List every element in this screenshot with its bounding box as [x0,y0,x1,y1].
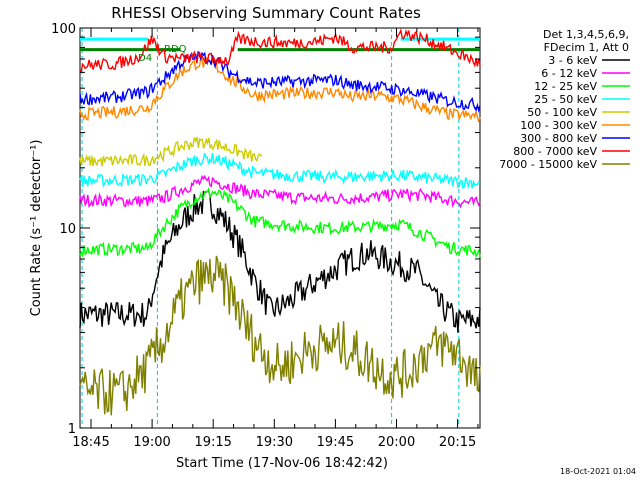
legend-label-4: 50 - 100 keV [527,106,597,119]
legend-label-6: 300 - 800 keV [520,132,597,145]
legend-header-line-2: FDecim 1, Att 0 [544,41,629,54]
x-tick-label-0: 18:45 [72,435,109,450]
annotation-rdq: RDQ [164,44,187,55]
x-tick-label-5: 20:00 [378,435,415,450]
x-axis-label: Start Time (17-Nov-06 18:42:42) [176,456,388,471]
series-line-5 [79,56,481,123]
x-tick-label-3: 19:30 [256,435,293,450]
series-line-6 [79,51,481,113]
y-tick-label-2: 100 [51,22,76,37]
series-line-4 [79,136,263,167]
series-line-3 [79,152,481,190]
series-line-2 [79,186,481,259]
series-line-8 [79,255,481,416]
annotation-d4: D4 [138,53,152,64]
y-tick-label-0: 1 [68,422,76,437]
y-tick-label-1: 10 [59,222,76,237]
chart-title: RHESSI Observing Summary Count Rates [111,4,421,22]
series-lines [79,28,481,416]
series-line-7 [79,28,481,73]
x-tick-label-6: 20:15 [439,435,476,450]
footer-timestamp: 18-Oct-2021 01:04 [560,467,636,476]
legend-label-8: 7000 - 15000 keV [499,158,597,171]
x-tick-label-4: 19:45 [317,435,354,450]
x-tick-label-2: 19:15 [194,435,231,450]
legend-label-1: 6 - 12 keV [541,67,597,80]
legend-label-2: 12 - 25 keV [534,80,597,93]
x-tick-label-1: 19:00 [133,435,170,450]
series-line-1 [79,174,481,209]
legend-header-line-1: Det 1,3,4,5,6,9, [543,28,629,41]
legend-label-3: 25 - 50 keV [534,93,597,106]
y-axis-label: Count Rate (s⁻¹ detector⁻¹) [29,140,44,317]
legend-label-0: 3 - 6 keV [548,54,597,67]
legend-label-7: 800 - 7000 keV [513,145,597,158]
axes: 18:45 19:00 19:15 19:30 19:45 20:00 20:15 1 10 10… [51,22,480,450]
legend: Det 1,3,4,5,6,9, FDecim 1, Att 0 3 - 6 k… [499,28,630,171]
legend-label-5: 100 - 300 keV [520,119,597,132]
series-line-0 [79,189,481,333]
